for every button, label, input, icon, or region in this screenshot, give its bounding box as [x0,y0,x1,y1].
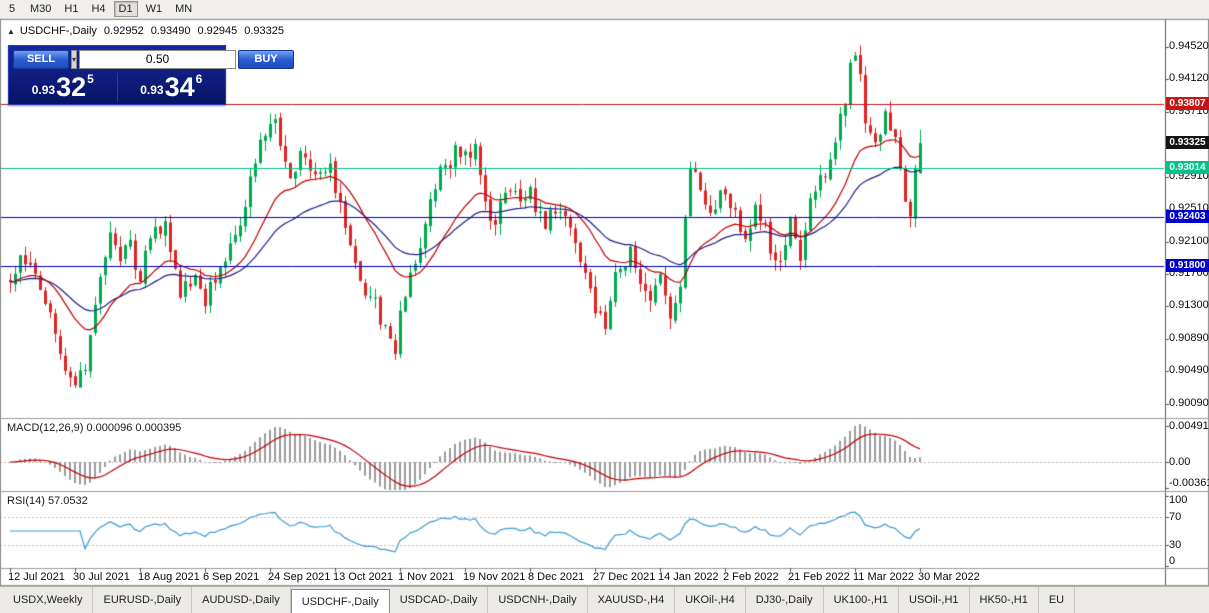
chart-tab-eu[interactable]: EU [1039,587,1076,613]
ohlc-close: 0.93325 [244,25,284,37]
time-axis-label: 30 Mar 2022 [918,571,980,583]
chart-tab-hk50-h1[interactable]: HK50-,H1 [970,587,1039,613]
chart-tab-usoil-h1[interactable]: USOil-,H1 [899,587,970,613]
time-axis-label: 12 Jul 2021 [8,571,65,583]
price-axis-label: 0.94120 [1169,72,1209,85]
chart-tab-usdchf-daily[interactable]: USDCHF-,Daily [290,589,390,613]
price-axis-label: 0.92100 [1169,234,1209,247]
buy-price-big: 34 [164,72,195,102]
rsi-axis-label: 0 [1169,555,1176,567]
time-axis-label: 8 Dec 2021 [528,571,585,583]
chart-header: ▲ USDCHF-,Daily 0.92952 0.93490 0.92945 … [7,25,284,37]
timeframe-button-h4[interactable]: H4 [91,3,106,15]
macd-indicator-label: MACD(12,26,9) 0.000096 0.000395 [7,422,182,434]
macd-axis-label: -0.003614 [1169,477,1209,489]
buy-button[interactable]: BUY [238,49,295,69]
ohlc-open: 0.92952 [103,25,144,37]
time-axis-label: 24 Sep 2021 [268,571,331,583]
support-line-blue-1-tag: 0.92403 [1166,210,1209,224]
price-axis-label: 0.90490 [1169,364,1209,377]
rsi-axis-label: 30 [1169,539,1182,551]
time-axis-label: 14 Jan 2022 [658,571,719,583]
one-click-panel-toggle-icon[interactable]: ▲ [7,26,15,36]
chart-tab-xauusd-h4[interactable]: XAUUSD-,H4 [588,587,676,613]
rsi-indicator-label: RSI(14) 57.0532 [7,495,88,507]
price-axis-label: 0.94520 [1169,40,1209,52]
chart-tab-ukoil-h4[interactable]: UKOil-,H4 [675,587,746,613]
support-line-teal-tag: 0.93014 [1166,161,1209,175]
buy-price[interactable]: 0.93 34 6 [118,71,226,103]
trade-panel-divider [116,73,118,101]
time-axis-label: 18 Aug 2021 [138,571,200,583]
chart-tab-dj30-daily[interactable]: DJ30-,Daily [746,587,824,613]
chart-tab-audusd-daily[interactable]: AUDUSD-,Daily [192,587,291,613]
chart-symbol-title: USDCHF-,Daily [19,25,97,37]
sell-button[interactable]: SELL [13,49,69,69]
chart-tab-usdx-weekly[interactable]: USDX,Weekly [3,587,94,613]
chart-tab-usdcnh-daily[interactable]: USDCNH-,Daily [488,587,588,613]
timeframe-button-h1[interactable]: H1 [64,3,79,15]
time-axis-label: 19 Nov 2021 [463,571,526,583]
sell-price[interactable]: 0.93 32 5 [9,71,117,103]
ohlc-high: 0.93490 [150,25,191,37]
timeframe-button-w1[interactable]: W1 [145,3,163,15]
timeframe-button-5[interactable]: 5 [8,3,16,15]
time-axis-label: 2 Feb 2022 [723,571,779,583]
chart-tab-uk100-h1[interactable]: UK100-,H1 [824,587,900,613]
volume-input[interactable] [79,49,237,69]
support-line-blue-2-tag: 0.91800 [1166,258,1209,272]
buy-price-prefix: 0.93 [140,83,164,97]
macd-axis-label: 0.00 [1169,456,1191,468]
time-axis-label: 21 Feb 2022 [788,571,850,583]
timeframe-button-mn[interactable]: MN [175,3,193,15]
chart-tab-bar: USDX,Weekly EURUSD-,Daily AUDUSD-,Daily USD… [0,586,1209,613]
timeframe-button-d1[interactable]: D1 [113,1,138,17]
resistance-line-tag: 0.93807 [1166,97,1209,111]
buy-price-sup: 6 [195,72,203,86]
sell-price-big: 32 [56,72,87,102]
rsi-axis-label: 70 [1169,511,1182,523]
timeframe-toolbar: 5 M30 H1 H4 D1 W1 MN [0,0,1209,19]
ohlc-low: 0.92945 [197,25,238,37]
price-axis-label: 0.90890 [1169,332,1209,345]
price-axis-label: 0.91300 [1169,299,1209,312]
volume-spinner-icon[interactable]: ▾ [71,49,78,69]
time-axis-label: 11 Mar 2022 [853,571,914,583]
time-axis-label: 6 Sep 2021 [203,571,260,583]
sell-price-prefix: 0.93 [31,83,56,97]
timeframe-button-m30[interactable]: M30 [30,3,52,15]
time-axis-label: 30 Jul 2021 [73,571,130,583]
current-price-tag: 0.93325 [1166,136,1209,150]
sell-price-sup: 5 [87,72,94,86]
chart-tab-usdcad-daily[interactable]: USDCAD-,Daily [390,587,489,613]
one-click-trading-panel: SELL ▾ BUY 0.93 32 5 0.93 34 6 [8,45,295,105]
time-axis-label: 13 Oct 2021 [333,571,393,583]
time-axis-label: 1 Nov 2021 [398,571,455,583]
macd-axis-label: 0.004913 [1169,420,1209,432]
rsi-axis-label: 100 [1169,494,1188,506]
price-axis-label: 0.90090 [1169,396,1209,409]
time-axis-label: 27 Dec 2021 [593,571,656,583]
chart-tab-eurusd-daily[interactable]: EURUSD-,Daily [93,587,193,613]
